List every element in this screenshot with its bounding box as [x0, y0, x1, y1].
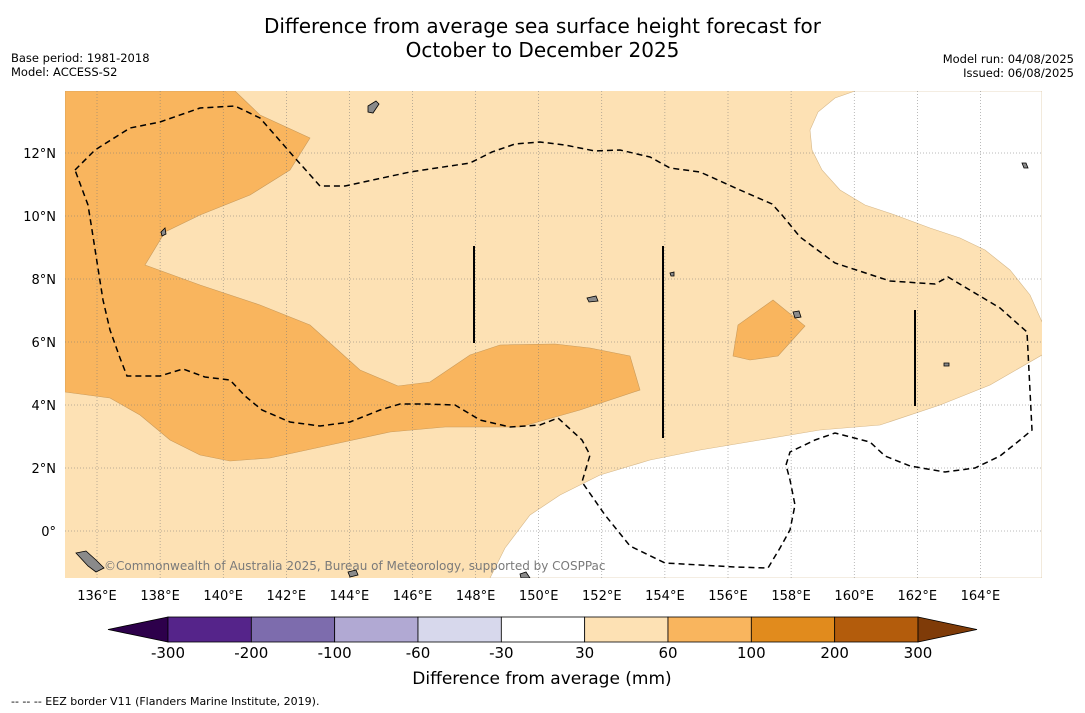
- longitude-axis: 136°E 138°E 140°E 142°E 144°E 146°E 148°E 150°E…: [77, 589, 1000, 604]
- island: [669, 271, 675, 277]
- longitude-label: 152°E: [582, 589, 622, 604]
- anomaly-low-northeast: [809, 91, 1042, 323]
- longitude-label: 158°E: [771, 589, 811, 604]
- colorbar-tick-label: -200: [234, 644, 268, 662]
- latitude-label: 0°: [41, 525, 56, 540]
- model-run-date: Model run: 04/08/2025: [942, 52, 1074, 66]
- island: [160, 227, 167, 237]
- colorbar-segment: [417, 616, 502, 643]
- island: [347, 569, 359, 578]
- longitude-label: 154°E: [645, 589, 685, 604]
- colorbar-segment: [500, 616, 586, 643]
- longitude-label: 136°E: [77, 589, 117, 604]
- anomaly-60-100-west: [65, 91, 641, 462]
- anomaly-60-100-east: [732, 299, 806, 361]
- longitude-label: 138°E: [140, 589, 180, 604]
- title-line-1: Difference from average sea surface heig…: [263, 14, 822, 38]
- longitude-label: 160°E: [834, 589, 874, 604]
- longitude-label: 144°E: [330, 589, 370, 604]
- colorbar-tick-label: 200: [820, 644, 849, 662]
- island: [586, 295, 599, 303]
- colorbar-tick-label: 60: [658, 644, 677, 662]
- longitude-label: 150°E: [519, 589, 559, 604]
- colorbar-over-arrow: [917, 616, 978, 643]
- longitude-label: 146°E: [393, 589, 433, 604]
- island: [367, 100, 380, 114]
- colorbar: -300 -200 -100 -60 -30 30 60 100 200 300: [107, 616, 978, 662]
- anomaly-low-south: [489, 354, 1042, 578]
- island: [75, 550, 105, 573]
- colorbar-tick-label: -30: [489, 644, 514, 662]
- longitude-label: 164°E: [961, 589, 1001, 604]
- colorbar-label: Difference from average (mm): [412, 669, 671, 689]
- issued-date: Issued: 06/08/2025: [963, 66, 1074, 80]
- colorbar-under-arrow: [107, 616, 169, 643]
- latitude-label: 10°N: [23, 210, 56, 225]
- colorbar-segment: [167, 616, 252, 643]
- latitude-label: 12°N: [23, 147, 56, 162]
- island: [1021, 162, 1029, 169]
- colorbar-tick-label: 300: [904, 644, 933, 662]
- latitude-label: 8°N: [32, 273, 57, 288]
- colorbar-segment: [750, 616, 836, 643]
- colorbar-segment: [584, 616, 669, 643]
- longitude-label: 148°E: [456, 589, 496, 604]
- map-title: Difference from average sea surface heig…: [0, 14, 1085, 62]
- longitude-label: 142°E: [267, 589, 307, 604]
- colorbar-tick-label: -100: [318, 644, 352, 662]
- colorbar-tick-label: 30: [575, 644, 594, 662]
- colorbar-segment: [834, 616, 919, 643]
- model-info: Base period: 1981-2018 Model: ACCESS-S2: [11, 51, 150, 79]
- colorbar-segment: [250, 616, 336, 643]
- longitude-label: 140°E: [203, 589, 243, 604]
- colorbar-segment: [667, 616, 752, 643]
- latitude-label: 6°N: [32, 336, 57, 351]
- latitude-label: 2°N: [32, 462, 57, 477]
- run-info: Model run: 04/08/2025 Issued: 06/08/2025: [943, 52, 1074, 80]
- map-area: [65, 91, 1042, 578]
- eez-border: [74, 105, 1033, 569]
- gridlines: [65, 91, 1042, 578]
- model-name: Model: ACCESS-S2: [11, 65, 118, 79]
- eez-footnote: -- -- -- EEZ border V11 (Flanders Marine…: [11, 695, 320, 708]
- island: [943, 362, 950, 367]
- credit-text: ©Commonwealth of Australia 2025, Bureau …: [104, 559, 606, 573]
- latitude-label: 4°N: [32, 399, 57, 414]
- colorbar-segment: [334, 616, 419, 643]
- latitude-axis: 12°N 10°N 8°N 6°N 4°N 2°N 0°: [23, 147, 56, 540]
- base-period: Base period: 1981-2018: [11, 51, 150, 65]
- colorbar-tick-label: 100: [737, 644, 766, 662]
- island: [519, 571, 531, 578]
- longitude-label: 162°E: [898, 589, 938, 604]
- colorbar-tick-label: -60: [406, 644, 431, 662]
- island: [792, 310, 802, 319]
- longitude-label: 156°E: [708, 589, 748, 604]
- title-line-2: October to December 2025: [405, 38, 680, 62]
- islands: [75, 100, 1029, 578]
- colorbar-tick-label: -300: [151, 644, 185, 662]
